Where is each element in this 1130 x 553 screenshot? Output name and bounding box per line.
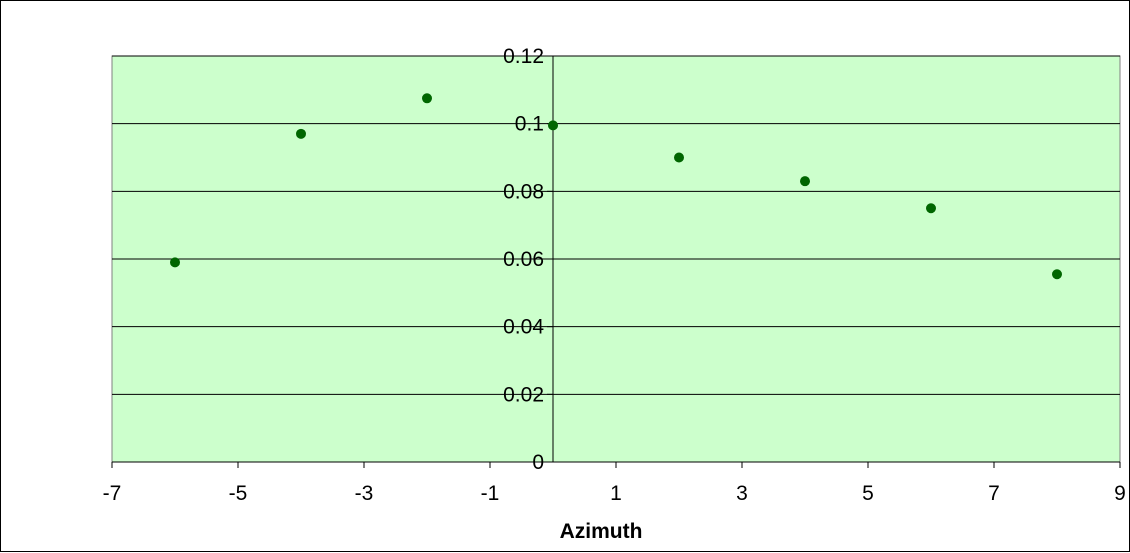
y-tick-label: 0.04 [503, 316, 544, 339]
x-tick-label: -5 [229, 482, 248, 505]
data-point [926, 203, 936, 214]
x-tick-label: 9 [1114, 482, 1126, 505]
y-tick-label: 0 [532, 451, 544, 474]
data-point [422, 93, 432, 104]
x-tick-label: -3 [355, 482, 374, 505]
y-tick-label: 0.12 [503, 45, 544, 68]
y-tick-label: 0.08 [503, 180, 544, 203]
y-tick-label: 0.1 [515, 113, 544, 136]
x-tick-label: -1 [481, 482, 500, 505]
x-tick-label: -7 [103, 482, 122, 505]
x-axis-title: Azimuth [560, 520, 643, 543]
x-tick-labels: -7 -5 -3 -1 1 3 5 7 9 [103, 482, 1126, 505]
data-point [170, 257, 180, 268]
data-point [296, 128, 306, 139]
y-tick-label: 0.06 [503, 248, 544, 271]
x-tick-label: 7 [988, 482, 1000, 505]
data-point [800, 176, 810, 187]
x-tick-label: 5 [862, 482, 874, 505]
y-tick-labels: 0 0.02 0.04 0.06 0.08 0.1 0.12 [503, 45, 544, 474]
data-points [170, 93, 1062, 280]
y-tick-label: 0.02 [503, 383, 544, 406]
grid-layer [112, 55, 1120, 395]
x-tick-label: 1 [610, 482, 622, 505]
data-point [548, 120, 558, 131]
data-point [1052, 269, 1062, 280]
data-point [674, 152, 684, 163]
x-tick-label: 3 [736, 482, 748, 505]
